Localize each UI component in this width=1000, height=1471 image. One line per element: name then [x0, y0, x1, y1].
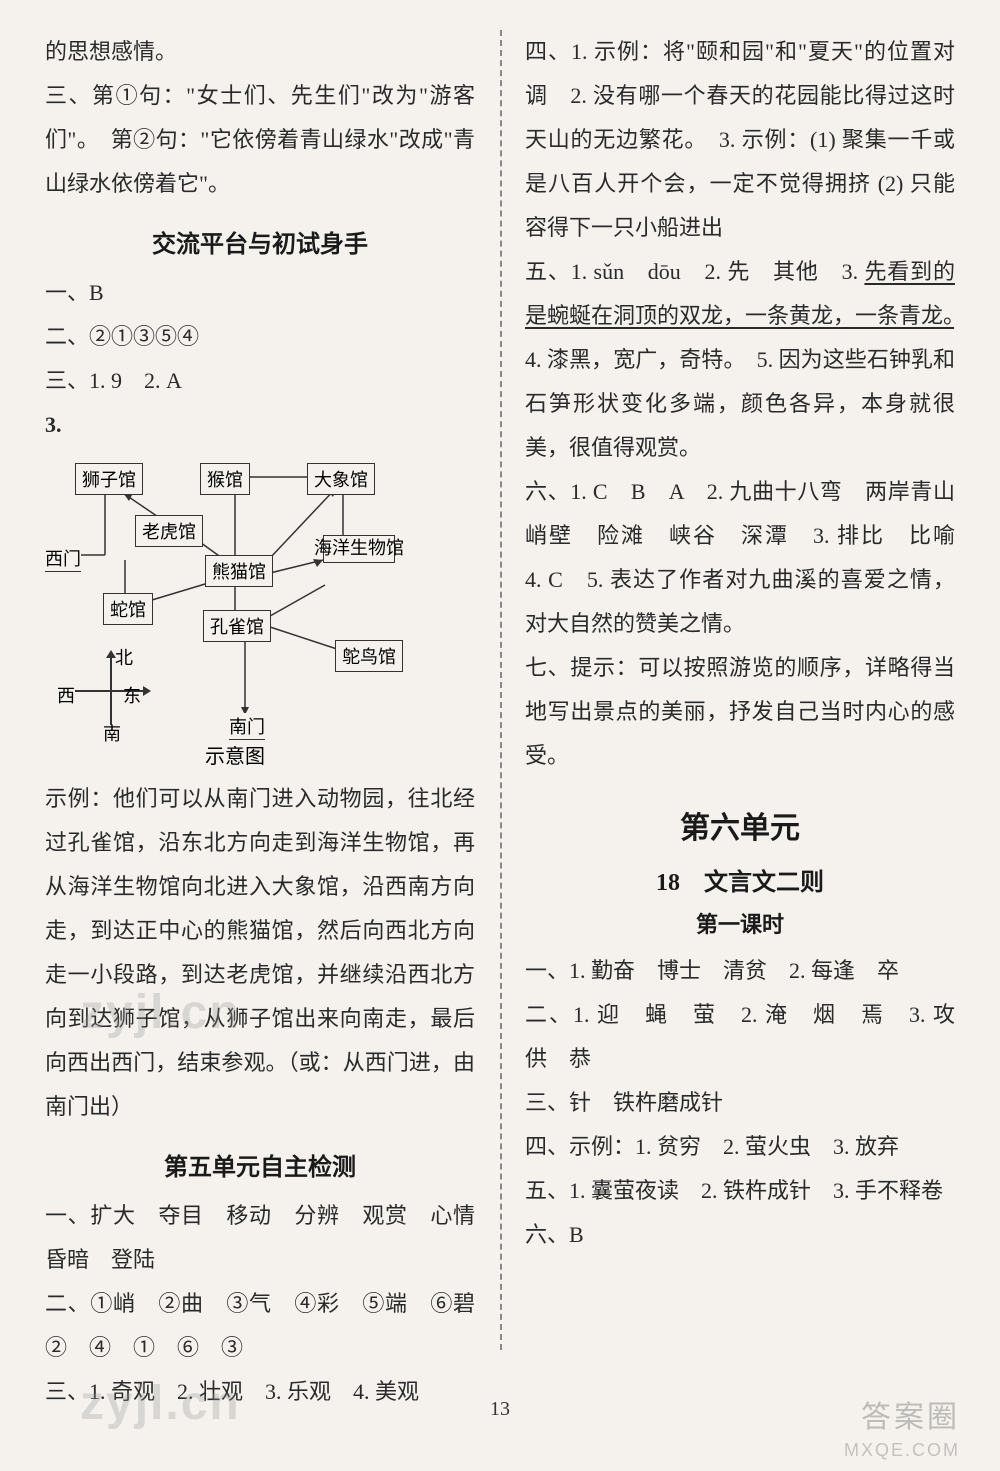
- watermark-brand-sub: MXQE.COM: [844, 1440, 960, 1461]
- node-label: 孔雀馆: [210, 613, 264, 639]
- sub-title: 第一课时: [525, 907, 955, 939]
- diagram-caption: 示意图: [45, 740, 425, 769]
- para: 六、B: [525, 1213, 955, 1257]
- node-monkey: 猴馆: [200, 463, 250, 495]
- node-ostrich: 鸵鸟馆: [335, 640, 403, 672]
- node-label: 鸵鸟馆: [342, 643, 396, 669]
- para: 四、示例：1. 贫穷 2. 萤火虫 3. 放弃: [525, 1125, 955, 1169]
- para: 一、扩大 夺目 移动 分辨 观赏 心情 昏暗 登陆: [45, 1194, 475, 1282]
- node-label: 西门: [45, 549, 81, 569]
- lesson-title: 18 文言文二则: [525, 862, 955, 897]
- num-label: 3.: [45, 412, 62, 437]
- para: 五、1. 囊萤夜读 2. 铁杵成针 3. 手不释卷: [525, 1169, 955, 1213]
- node-label: 老虎馆: [142, 518, 196, 544]
- page-number: 13: [490, 1398, 510, 1421]
- answer-line: 3.: [45, 403, 475, 447]
- compass-s: 南: [103, 720, 121, 746]
- node-lion: 狮子馆: [75, 463, 143, 495]
- node-label: 熊猫馆: [212, 558, 266, 584]
- node-label: 南门: [229, 717, 265, 737]
- node-tiger: 老虎馆: [135, 515, 203, 547]
- compass-w: 西: [57, 682, 75, 708]
- watermark-brand: 答案圈: [861, 1392, 960, 1436]
- para: 七、提示：可以按照游览的顺序，详略得当地写出景点的美丽，抒发自己当时内心的感受。: [525, 646, 955, 778]
- column-divider: [500, 30, 502, 1350]
- para: 二、①峭 ②曲 ③气 ④彩 ⑤端 ⑥碧 ② ④ ① ⑥ ③: [45, 1282, 475, 1370]
- node-south-gate: 南门: [229, 713, 265, 740]
- node-snake: 蛇馆: [103, 593, 153, 625]
- para: 一、1. 勤奋 博士 清贫 2. 每逢 卒: [525, 949, 955, 993]
- para: 示例：他们可以从南门进入动物园，往北经过孔雀馆，沿东北方向走到海洋生物馆，再从海…: [45, 777, 475, 1129]
- compass-e: 东: [123, 682, 141, 708]
- para: 六、1. C B A 2. 九曲十八弯 两岸青山 峭壁 险滩 峡谷 深潭 3. …: [525, 470, 955, 646]
- section-title: 第五单元自主检测: [45, 1147, 475, 1182]
- para: 五、1. sǔn dōu 2. 先 其他 3. 先看到的是蜿蜒在洞顶的双龙，一条…: [525, 250, 955, 470]
- para: 三、针 铁杵磨成针: [525, 1081, 955, 1125]
- para: 四、1. 示例：将"颐和园"和"夏天"的位置对调 2. 没有哪一个春天的花园能比…: [525, 30, 955, 250]
- node-west-gate: 西门: [45, 545, 81, 572]
- arrow-e: [143, 686, 151, 696]
- compass-n: 北: [115, 644, 133, 670]
- para: 的思想感情。: [45, 30, 475, 74]
- node-panda: 熊猫馆: [205, 555, 273, 587]
- text: 五、1. sǔn dōu 2. 先 其他 3.: [525, 259, 864, 284]
- answer-line: 三、1. 9 2. A: [45, 359, 475, 403]
- node-label: 蛇馆: [110, 596, 146, 622]
- node-ocean: 海洋生物馆: [323, 535, 395, 563]
- node-label: 猴馆: [207, 466, 243, 492]
- compass: 北 南 东 西: [65, 650, 155, 730]
- para: 三、1. 奇观 2. 壮观 3. 乐观 4. 美观: [45, 1370, 475, 1414]
- diagram-area: 狮子馆 猴馆 大象馆 老虎馆 熊猫馆 海洋生物馆 蛇馆 孔雀馆 鸵鸟馆 西门 南…: [45, 455, 425, 735]
- answer-line: 一、B: [45, 271, 475, 315]
- node-label: 海洋生物馆: [314, 538, 404, 560]
- para: 三、第①句："女士们、先生们"改为"游客们"。 第②句："它依傍着青山绿水"改成…: [45, 74, 475, 206]
- unit-title: 第六单元: [525, 803, 955, 847]
- right-column: 四、1. 示例：将"颐和园"和"夏天"的位置对调 2. 没有哪一个春天的花园能比…: [510, 30, 955, 1380]
- node-peacock: 孔雀馆: [203, 610, 271, 642]
- para: 二、1. 迎 蝇 萤 2. 淹 烟 焉 3. 攻 供 恭: [525, 993, 955, 1081]
- node-label: 狮子馆: [82, 466, 136, 492]
- section-title: 交流平台与初试身手: [45, 224, 475, 259]
- answer-line: 二、②①③⑤④: [45, 315, 475, 359]
- node-elephant: 大象馆: [307, 463, 375, 495]
- left-column: 的思想感情。 三、第①句："女士们、先生们"改为"游客们"。 第②句："它依傍着…: [45, 30, 490, 1380]
- node-label: 大象馆: [314, 466, 368, 492]
- zoo-diagram: 狮子馆 猴馆 大象馆 老虎馆 熊猫馆 海洋生物馆 蛇馆 孔雀馆 鸵鸟馆 西门 南…: [45, 455, 425, 769]
